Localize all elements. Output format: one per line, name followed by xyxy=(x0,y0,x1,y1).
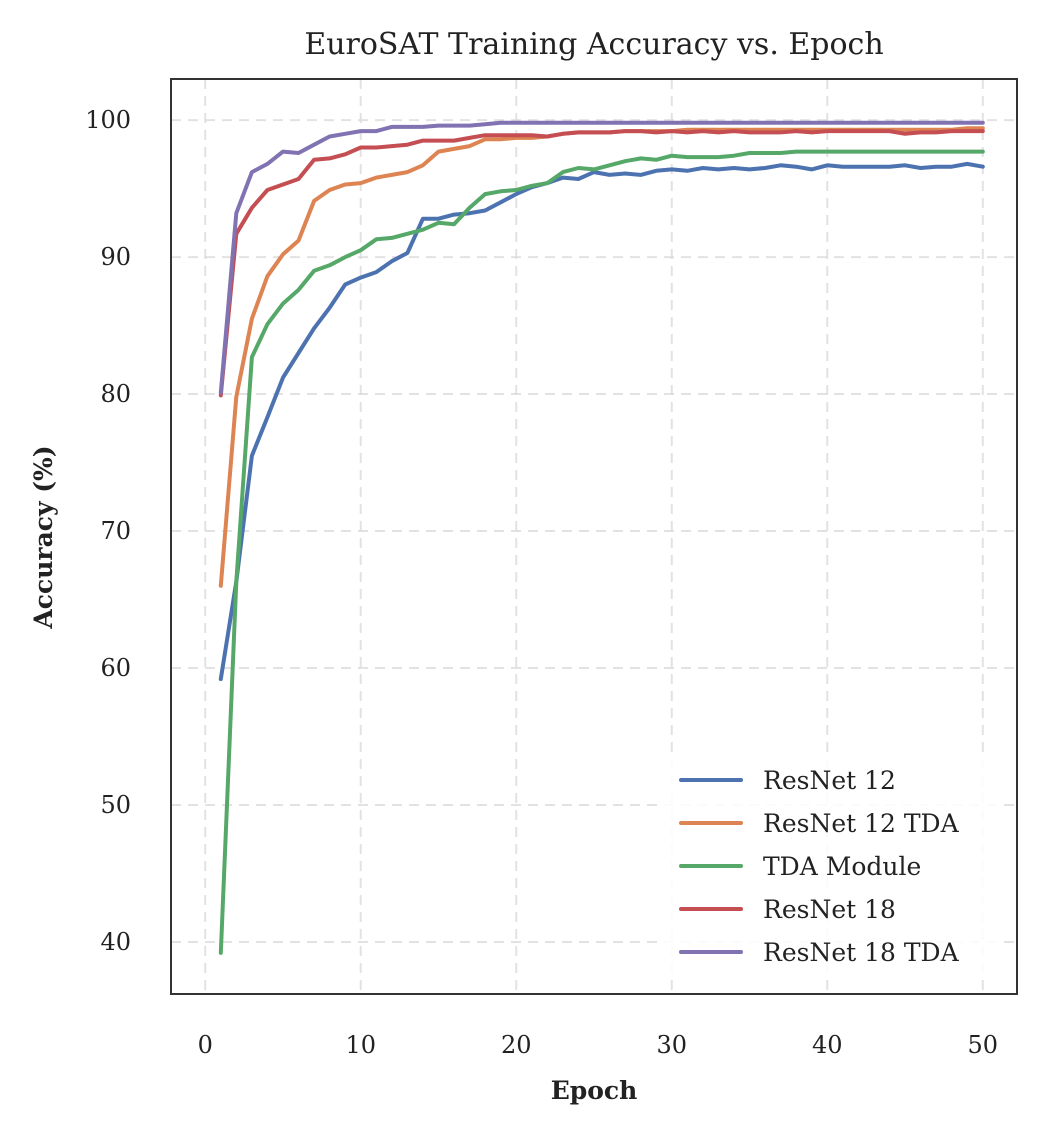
x-tick-label: 0 xyxy=(198,1031,213,1059)
series-lines xyxy=(218,120,985,955)
chart-title: EuroSAT Training Accuracy vs. Epoch xyxy=(304,27,883,62)
y-tick-label: 100 xyxy=(85,106,131,134)
y-tick-label: 50 xyxy=(100,791,131,819)
x-tick-label: 10 xyxy=(345,1031,376,1059)
y-tick-label: 80 xyxy=(100,380,131,408)
series-line-resnet-18-tda xyxy=(218,120,985,395)
series-line-resnet-18 xyxy=(218,129,985,398)
y-tick-label: 60 xyxy=(100,654,131,682)
y-tick-label: 70 xyxy=(100,517,131,545)
legend-label: ResNet 12 TDA xyxy=(763,809,960,838)
x-axis-label: Epoch xyxy=(551,1076,638,1105)
legend-label: ResNet 18 xyxy=(763,895,896,924)
x-tick-label: 20 xyxy=(501,1031,532,1059)
legend-label: ResNet 12 xyxy=(763,766,896,795)
series-line-resnet-12 xyxy=(218,161,985,681)
x-tick-label: 30 xyxy=(656,1031,687,1059)
legend-label: TDA Module xyxy=(763,852,921,881)
legend: ResNet 12 ResNet 12 TDA TDA Module ResNet 1… xyxy=(662,758,1002,978)
y-tick-label: 40 xyxy=(100,928,131,956)
plot-frame xyxy=(170,78,1018,995)
series-line-tda-module xyxy=(218,149,985,955)
y-tick-label: 90 xyxy=(100,243,131,271)
x-tick-label: 40 xyxy=(812,1031,843,1059)
legend-label: ResNet 18 TDA xyxy=(763,938,960,967)
y-axis-label: Accuracy (%) xyxy=(29,445,58,629)
axis-ticks: 0 10 20 30 40 50 40 50 60 70 80 90 100 xyxy=(85,106,998,1059)
x-tick-label: 50 xyxy=(968,1031,999,1059)
